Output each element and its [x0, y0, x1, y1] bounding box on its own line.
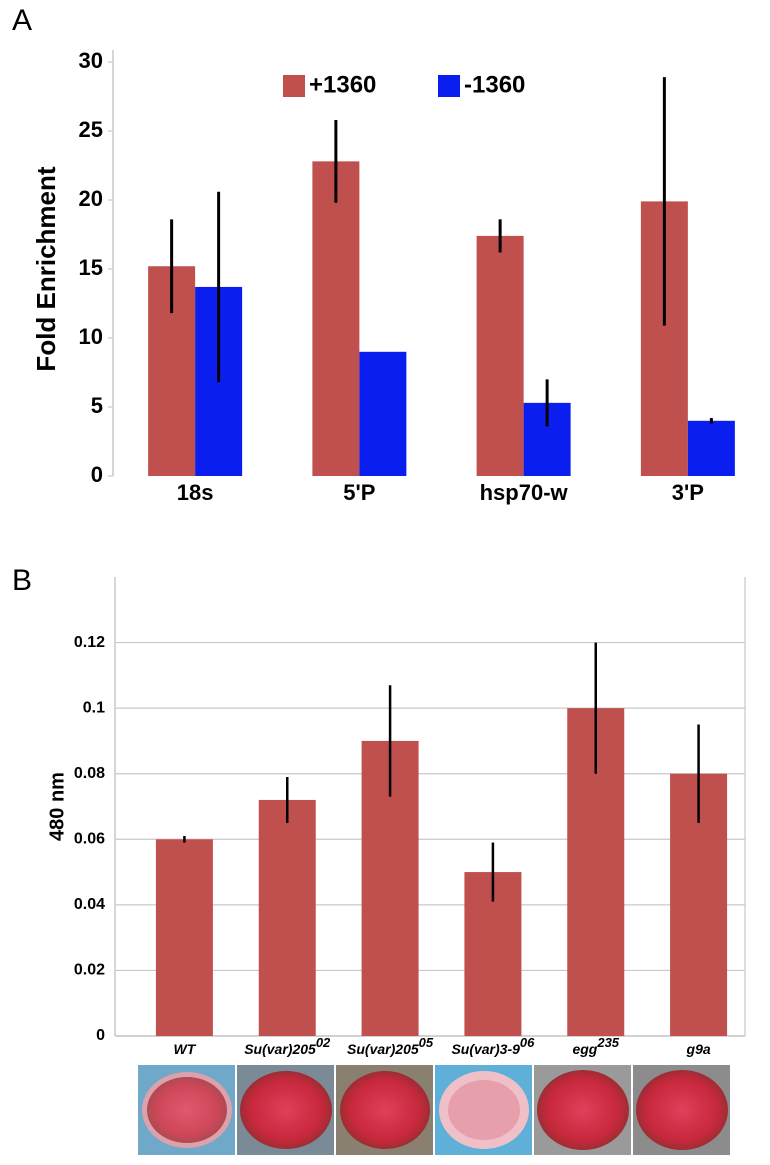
category-name: WT	[174, 1041, 197, 1057]
y-tick-label: 0.12	[74, 634, 105, 651]
x-tick-label: Su(var)3-906	[451, 1035, 535, 1056]
bar	[359, 351, 407, 476]
category-superscript: 02	[316, 1035, 331, 1050]
category-superscript: 06	[520, 1035, 535, 1050]
y-axis-label: Fold Enrichment	[31, 166, 61, 371]
y-tick-label: 0.02	[74, 962, 105, 979]
y-tick-label: 25	[79, 117, 103, 142]
category-name: g9a	[686, 1041, 711, 1057]
category-name: 3'P	[672, 480, 704, 505]
eye-photos	[138, 1065, 730, 1155]
x-tick-label: egg235	[572, 1035, 619, 1056]
bar	[312, 161, 360, 477]
y-tick-label: 20	[79, 186, 103, 211]
y-tick-label: 0.08	[74, 765, 105, 782]
x-tick-label: 5'P	[343, 480, 375, 505]
legend-label: +1360	[309, 71, 376, 98]
y-tick-label: 10	[79, 324, 103, 349]
panel-label: A	[12, 4, 32, 37]
y-tick-label: 0	[91, 462, 103, 487]
category-superscript: 05	[419, 1035, 434, 1050]
category-name: egg	[572, 1041, 597, 1057]
y-tick-label: 0	[96, 1027, 105, 1044]
y-tick-label: 0.06	[74, 831, 105, 848]
category-name: Su(var)3-9	[451, 1041, 520, 1057]
x-tick-label: 18s	[177, 480, 214, 505]
y-tick-label: 5	[91, 393, 103, 418]
x-tick-label: 3'P	[672, 480, 704, 505]
legend-label: -1360	[464, 71, 525, 98]
bar	[155, 839, 213, 1036]
x-tick-label: hsp70-w	[480, 480, 569, 505]
y-axis-label: 480 nm	[46, 772, 68, 841]
bar	[687, 420, 735, 476]
x-tick-label: WT	[174, 1041, 197, 1057]
y-tick-label: 30	[79, 48, 103, 73]
y-tick-label: 15	[79, 255, 103, 280]
x-tick-label: Su(var)20505	[347, 1035, 434, 1056]
category-name: 5'P	[343, 480, 375, 505]
bar	[476, 235, 524, 476]
y-tick-label: 0.04	[74, 896, 105, 913]
category-name: Su(var)205	[347, 1041, 419, 1057]
bar	[258, 799, 316, 1036]
category-name: Su(var)205	[244, 1041, 316, 1057]
category-name: hsp70-w	[480, 480, 569, 505]
panel-label: B	[12, 564, 32, 597]
y-tick-label: 0.1	[83, 699, 105, 716]
x-tick-label: g9a	[686, 1041, 711, 1057]
category-superscript: 235	[596, 1035, 619, 1050]
x-tick-label: Su(var)20502	[244, 1035, 331, 1056]
category-name: 18s	[177, 480, 214, 505]
legend-swatch	[438, 75, 460, 97]
legend-swatch	[283, 75, 305, 97]
